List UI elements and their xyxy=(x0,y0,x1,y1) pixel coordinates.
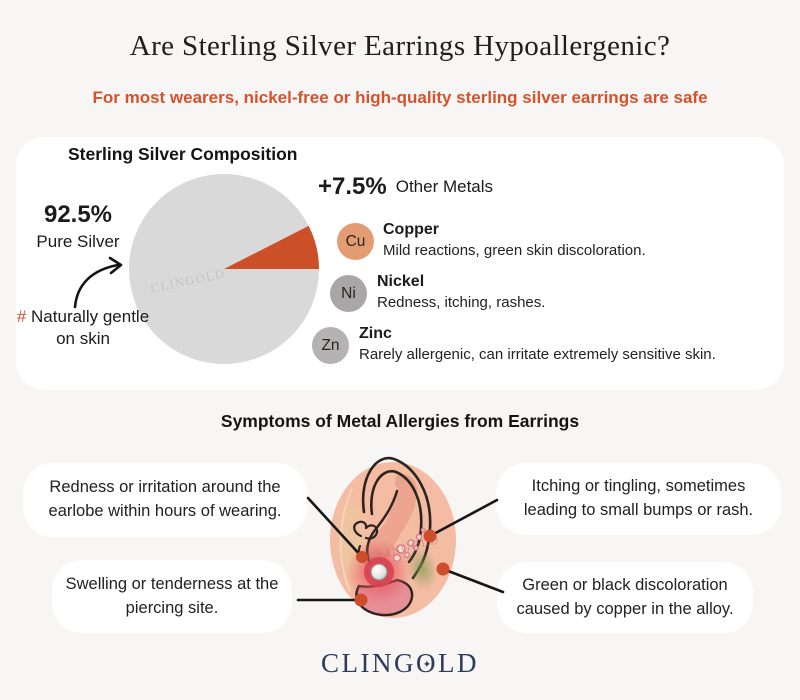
marker-dots xyxy=(354,529,450,607)
composition-heading: Sterling Silver Composition xyxy=(68,144,298,164)
legend-item-nickel: Nickel Redness, itching, rashes. xyxy=(377,273,545,311)
composition-pie-chart: CLINGOLD xyxy=(73,174,319,364)
marker-dot xyxy=(356,551,368,563)
skin-note: # Naturally gentle on skin xyxy=(14,306,152,351)
legend-desc-nickel: Redness, itching, rashes. xyxy=(377,294,546,312)
silver-percent: 92.5% xyxy=(43,201,113,228)
symptom-bubble-text: Itching or tingling, sometimes leading t… xyxy=(523,477,754,519)
legend-name-copper: Copper xyxy=(383,221,439,238)
other-percent: +7.5% xyxy=(318,173,387,200)
nickel-badge: Ni xyxy=(330,275,367,312)
symptoms-heading: Symptoms of Metal Allergies from Earring… xyxy=(220,411,580,431)
legend-name-zinc: Zinc xyxy=(359,325,392,342)
rash-bumps xyxy=(392,527,426,563)
symptom-bubble-text: Green or black discoloration caused by c… xyxy=(516,575,734,618)
legend-name-nickel: Nickel xyxy=(377,273,425,290)
legend-desc-copper: Mild reactions, green skin discoloration… xyxy=(383,242,646,260)
marker-dot xyxy=(354,593,368,607)
skin-note-text: Naturally gentle on skin xyxy=(31,307,150,349)
pointer-line-top-left xyxy=(306,496,364,559)
symptom-bubble-text: Redness or irritation around the earlobe… xyxy=(48,478,282,520)
symptom-bubble-swelling: Swelling or tenderness at the piercing s… xyxy=(52,560,292,633)
legend-item-zinc: Zinc Rarely allergenic, can irritate ext… xyxy=(359,325,716,363)
symptom-bubble-text: Swelling or tenderness at the piercing s… xyxy=(65,574,279,617)
pointer-lines xyxy=(296,496,505,602)
symptom-bubble-discoloration: Green or black discoloration caused by c… xyxy=(497,562,753,633)
page-subtitle: For most wearers, nickel-free or high-qu… xyxy=(92,88,708,107)
logo-text-post: LD xyxy=(438,648,479,678)
curved-arrow xyxy=(73,263,120,309)
legend-desc-zinc: Rarely allergenic, can irritate extremel… xyxy=(359,346,716,364)
other-metals-label: +7.5% Other Metals xyxy=(318,173,493,201)
logo-o-glyph: O xyxy=(416,648,438,678)
symptom-bubble-redness: Redness or irritation around the earlobe… xyxy=(23,463,307,537)
legend-item-copper: Copper Mild reactions, green skin discol… xyxy=(383,221,646,259)
green-discoloration xyxy=(406,547,438,591)
page-title: Are Sterling Silver Earrings Hypoallerge… xyxy=(129,30,671,62)
brand-logo: CLINGO ✦ LD xyxy=(0,648,800,679)
silver-share-label: 92.5% Pure Silver xyxy=(26,201,130,252)
skin-contour-line xyxy=(339,487,353,593)
pointer-line-top-right xyxy=(428,498,499,538)
hash-accent: # xyxy=(16,307,27,326)
curved-arrow-head xyxy=(108,256,123,275)
marker-dot xyxy=(423,529,437,543)
copper-badge: Cu xyxy=(337,223,374,260)
sparkle-icon: ✦ xyxy=(422,659,432,671)
pointer-line-bottom-right xyxy=(441,567,505,594)
marker-dot xyxy=(436,562,450,576)
silver-percent-caption: Pure Silver xyxy=(36,232,120,251)
zinc-badge: Zn xyxy=(312,327,349,364)
ear-illustration: CLINGOLD xyxy=(296,456,505,618)
logo-text-pre: CLING xyxy=(321,648,416,678)
logo-letter-o: O ✦ xyxy=(416,648,438,679)
symptom-bubble-itching: Itching or tingling, sometimes leading t… xyxy=(496,463,781,535)
other-percent-caption: Other Metals xyxy=(395,177,494,196)
earring-stud xyxy=(370,563,388,581)
pie-other-metals-slice xyxy=(224,225,319,269)
